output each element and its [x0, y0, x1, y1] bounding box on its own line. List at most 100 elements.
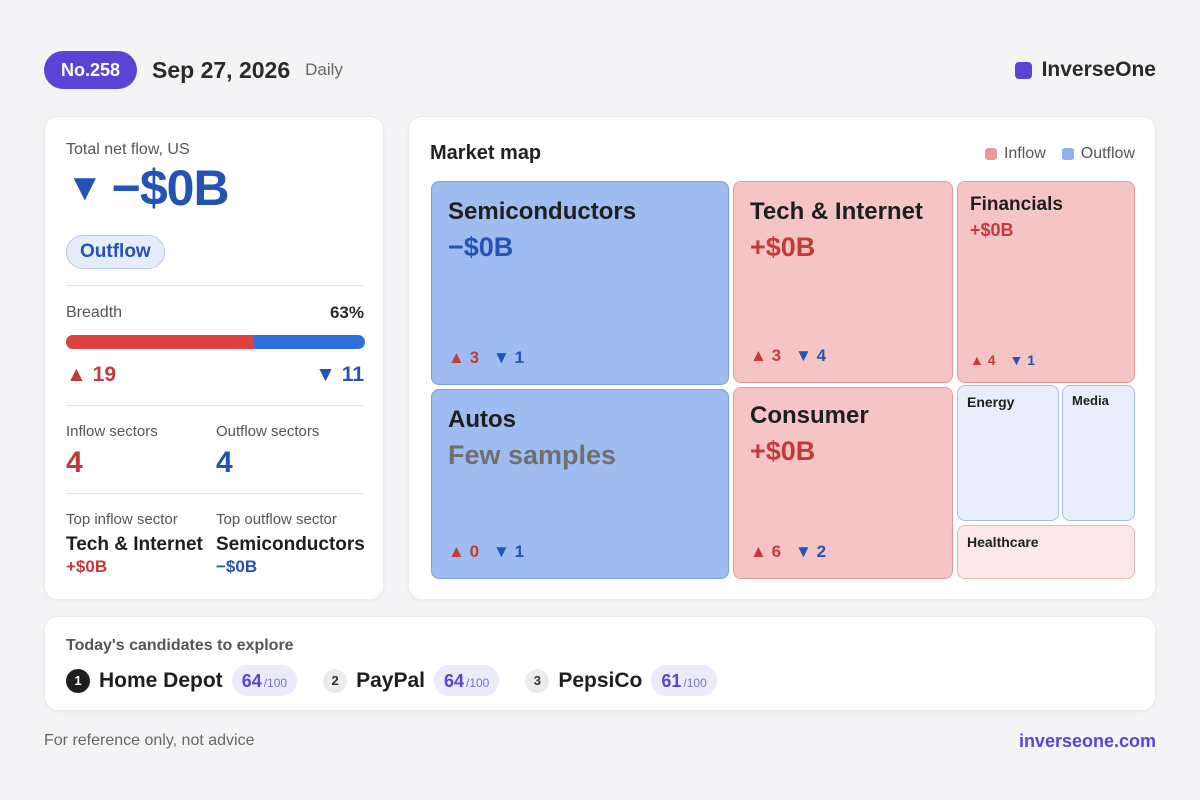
tile-down: ▼ 1	[493, 542, 524, 562]
legend-outflow-swatch	[1061, 148, 1074, 160]
triangle-up-icon: ▲	[66, 363, 87, 386]
top-outflow-label: Top outflow sector	[216, 511, 337, 528]
triangle-down-icon: ▼	[795, 542, 812, 561]
tile-counts: ▲ 4 ▼ 1	[970, 352, 1035, 368]
tile-down: ▼ 1	[493, 348, 524, 368]
tile-value: Few samples	[448, 440, 617, 470]
breadth-percent: 63%	[329, 303, 364, 322]
candidate-score: 64 /100	[231, 665, 298, 696]
outflow-sectors: Outflow sectors 4	[216, 423, 366, 480]
tile-up-count: 6	[771, 542, 782, 561]
candidate-score-max: /100	[683, 676, 707, 690]
triangle-up-icon: ▲	[448, 542, 465, 561]
divider	[66, 493, 363, 494]
tile-financials[interactable]: Financials +$0B ▲ 4 ▼ 1	[957, 181, 1135, 383]
report-date: Sep 27, 2026	[152, 56, 291, 83]
up-count-value: 19	[92, 363, 116, 386]
legend-inflow-swatch	[984, 148, 997, 160]
divider	[66, 405, 363, 406]
triangle-up-icon: ▲	[750, 542, 767, 561]
up-count: ▲ 19	[66, 363, 116, 387]
tile-healthcare[interactable]: Healthcare	[957, 525, 1135, 579]
tile-up: ▲ 6	[750, 542, 781, 562]
tile-down: ▼ 4	[795, 346, 826, 366]
candidate-name: PayPal	[356, 668, 425, 692]
tile-name: Healthcare	[967, 534, 1039, 550]
tile-up: ▲ 4	[970, 352, 996, 368]
candidates-card: Today's candidates to explore 1 Home Dep…	[44, 616, 1156, 711]
tile-up-count: 4	[987, 352, 996, 368]
tile-down: ▼ 2	[795, 542, 826, 562]
report-frequency: Daily	[305, 60, 343, 79]
candidates-title: Today's candidates to explore	[66, 637, 294, 654]
brand-logo-icon	[1014, 61, 1032, 79]
triangle-down-icon: ▼	[493, 348, 510, 367]
tile-tech-internet[interactable]: Tech & Internet +$0B ▲ 3 ▼ 4	[733, 181, 953, 383]
tile-energy[interactable]: Energy	[957, 385, 1059, 521]
inflow-sectors-label: Inflow sectors	[66, 423, 158, 440]
tile-name: Semiconductors	[448, 198, 637, 225]
legend-inflow: Inflow	[984, 145, 1046, 163]
tile-down-count: 4	[816, 346, 827, 365]
tile-up: ▲ 3	[448, 348, 479, 368]
tile-up-count: 3	[469, 348, 480, 367]
tile-name: Media	[1072, 393, 1109, 408]
candidate-score-value: 64	[443, 671, 464, 691]
candidate-score-max: /100	[263, 676, 288, 690]
sector-counts: Inflow sectors 4 Outflow sectors 4	[66, 423, 366, 480]
inflow-sectors: Inflow sectors 4	[66, 423, 216, 480]
site-link[interactable]: inverseone.com	[1018, 731, 1156, 751]
tile-down-count: 2	[816, 542, 827, 561]
market-map-title: Market map	[430, 142, 542, 164]
tile-value: +$0B	[750, 436, 816, 466]
down-count: ▼ 11	[315, 363, 364, 387]
top-inflow-sector: Top inflow sector Tech & Internet +$0B	[66, 511, 216, 577]
candidate-score: 61 /100	[651, 665, 717, 696]
candidate-name: PepsiCo	[558, 668, 643, 692]
top-sectors: Top inflow sector Tech & Internet +$0B T…	[66, 511, 366, 577]
tile-name: Consumer	[750, 402, 869, 429]
summary-card: Total net flow, US ▼ −$0B Outflow Breadt…	[44, 116, 384, 600]
candidate-item[interactable]: 2 PayPal 64 /100	[323, 665, 500, 696]
tile-up-count: 0	[469, 542, 480, 561]
triangle-down-icon: ▼	[66, 167, 104, 209]
flow-direction-badge: Outflow	[66, 235, 165, 269]
map-legend: Inflow Outflow	[969, 145, 1135, 163]
outflow-sectors-label: Outflow sectors	[216, 423, 320, 440]
disclaimer: For reference only, not advice	[44, 732, 255, 749]
candidate-rank: 3	[525, 668, 550, 693]
inflow-sectors-count: 4	[66, 446, 83, 479]
triangle-down-icon: ▼	[795, 346, 812, 365]
tile-counts: ▲ 0 ▼ 1	[448, 542, 524, 562]
tile-counts: ▲ 3 ▼ 4	[750, 346, 826, 366]
candidate-item[interactable]: 3 PepsiCo 61 /100	[525, 665, 717, 696]
tile-value: +$0B	[970, 220, 1014, 240]
candidate-score-max: /100	[466, 676, 490, 690]
top-inflow-value: +$0B	[66, 557, 108, 576]
triangle-up-icon: ▲	[970, 352, 984, 368]
candidate-score: 64 /100	[433, 665, 500, 696]
brand-name: InverseOne	[1041, 58, 1156, 81]
top-outflow-name: Semiconductors	[216, 534, 365, 555]
tile-value: −$0B	[448, 232, 514, 262]
tile-autos[interactable]: Autos Few samples ▲ 0 ▼ 1	[431, 389, 729, 579]
tile-value: +$0B	[750, 232, 816, 262]
tile-consumer[interactable]: Consumer +$0B ▲ 6 ▼ 2	[733, 387, 953, 579]
top-outflow-sector: Top outflow sector Semiconductors −$0B	[216, 511, 366, 577]
candidate-item[interactable]: 1 Home Depot 64 /100	[66, 665, 298, 696]
tile-name: Energy	[967, 394, 1015, 410]
tile-semiconductors[interactable]: Semiconductors −$0B ▲ 3 ▼ 1	[431, 181, 729, 385]
tile-up-count: 3	[771, 346, 782, 365]
outflow-sectors-count: 4	[216, 446, 233, 479]
legend-inflow-label: Inflow	[1003, 145, 1046, 162]
brand[interactable]: InverseOne	[1014, 58, 1156, 82]
tile-down-count: 1	[514, 542, 525, 561]
net-flow-value: −$0B	[111, 160, 230, 216]
breadth-counts: ▲ 19 ▼ 11	[66, 363, 364, 387]
triangle-down-icon: ▼	[1009, 352, 1024, 368]
triangle-down-icon: ▼	[493, 542, 510, 561]
breadth-bar-fill	[66, 335, 255, 349]
tile-media[interactable]: Media	[1062, 385, 1135, 521]
candidates-list: 1 Home Depot 64 /100 2 PayPal 64 /100 3 …	[66, 665, 743, 696]
candidate-rank: 2	[323, 668, 348, 693]
